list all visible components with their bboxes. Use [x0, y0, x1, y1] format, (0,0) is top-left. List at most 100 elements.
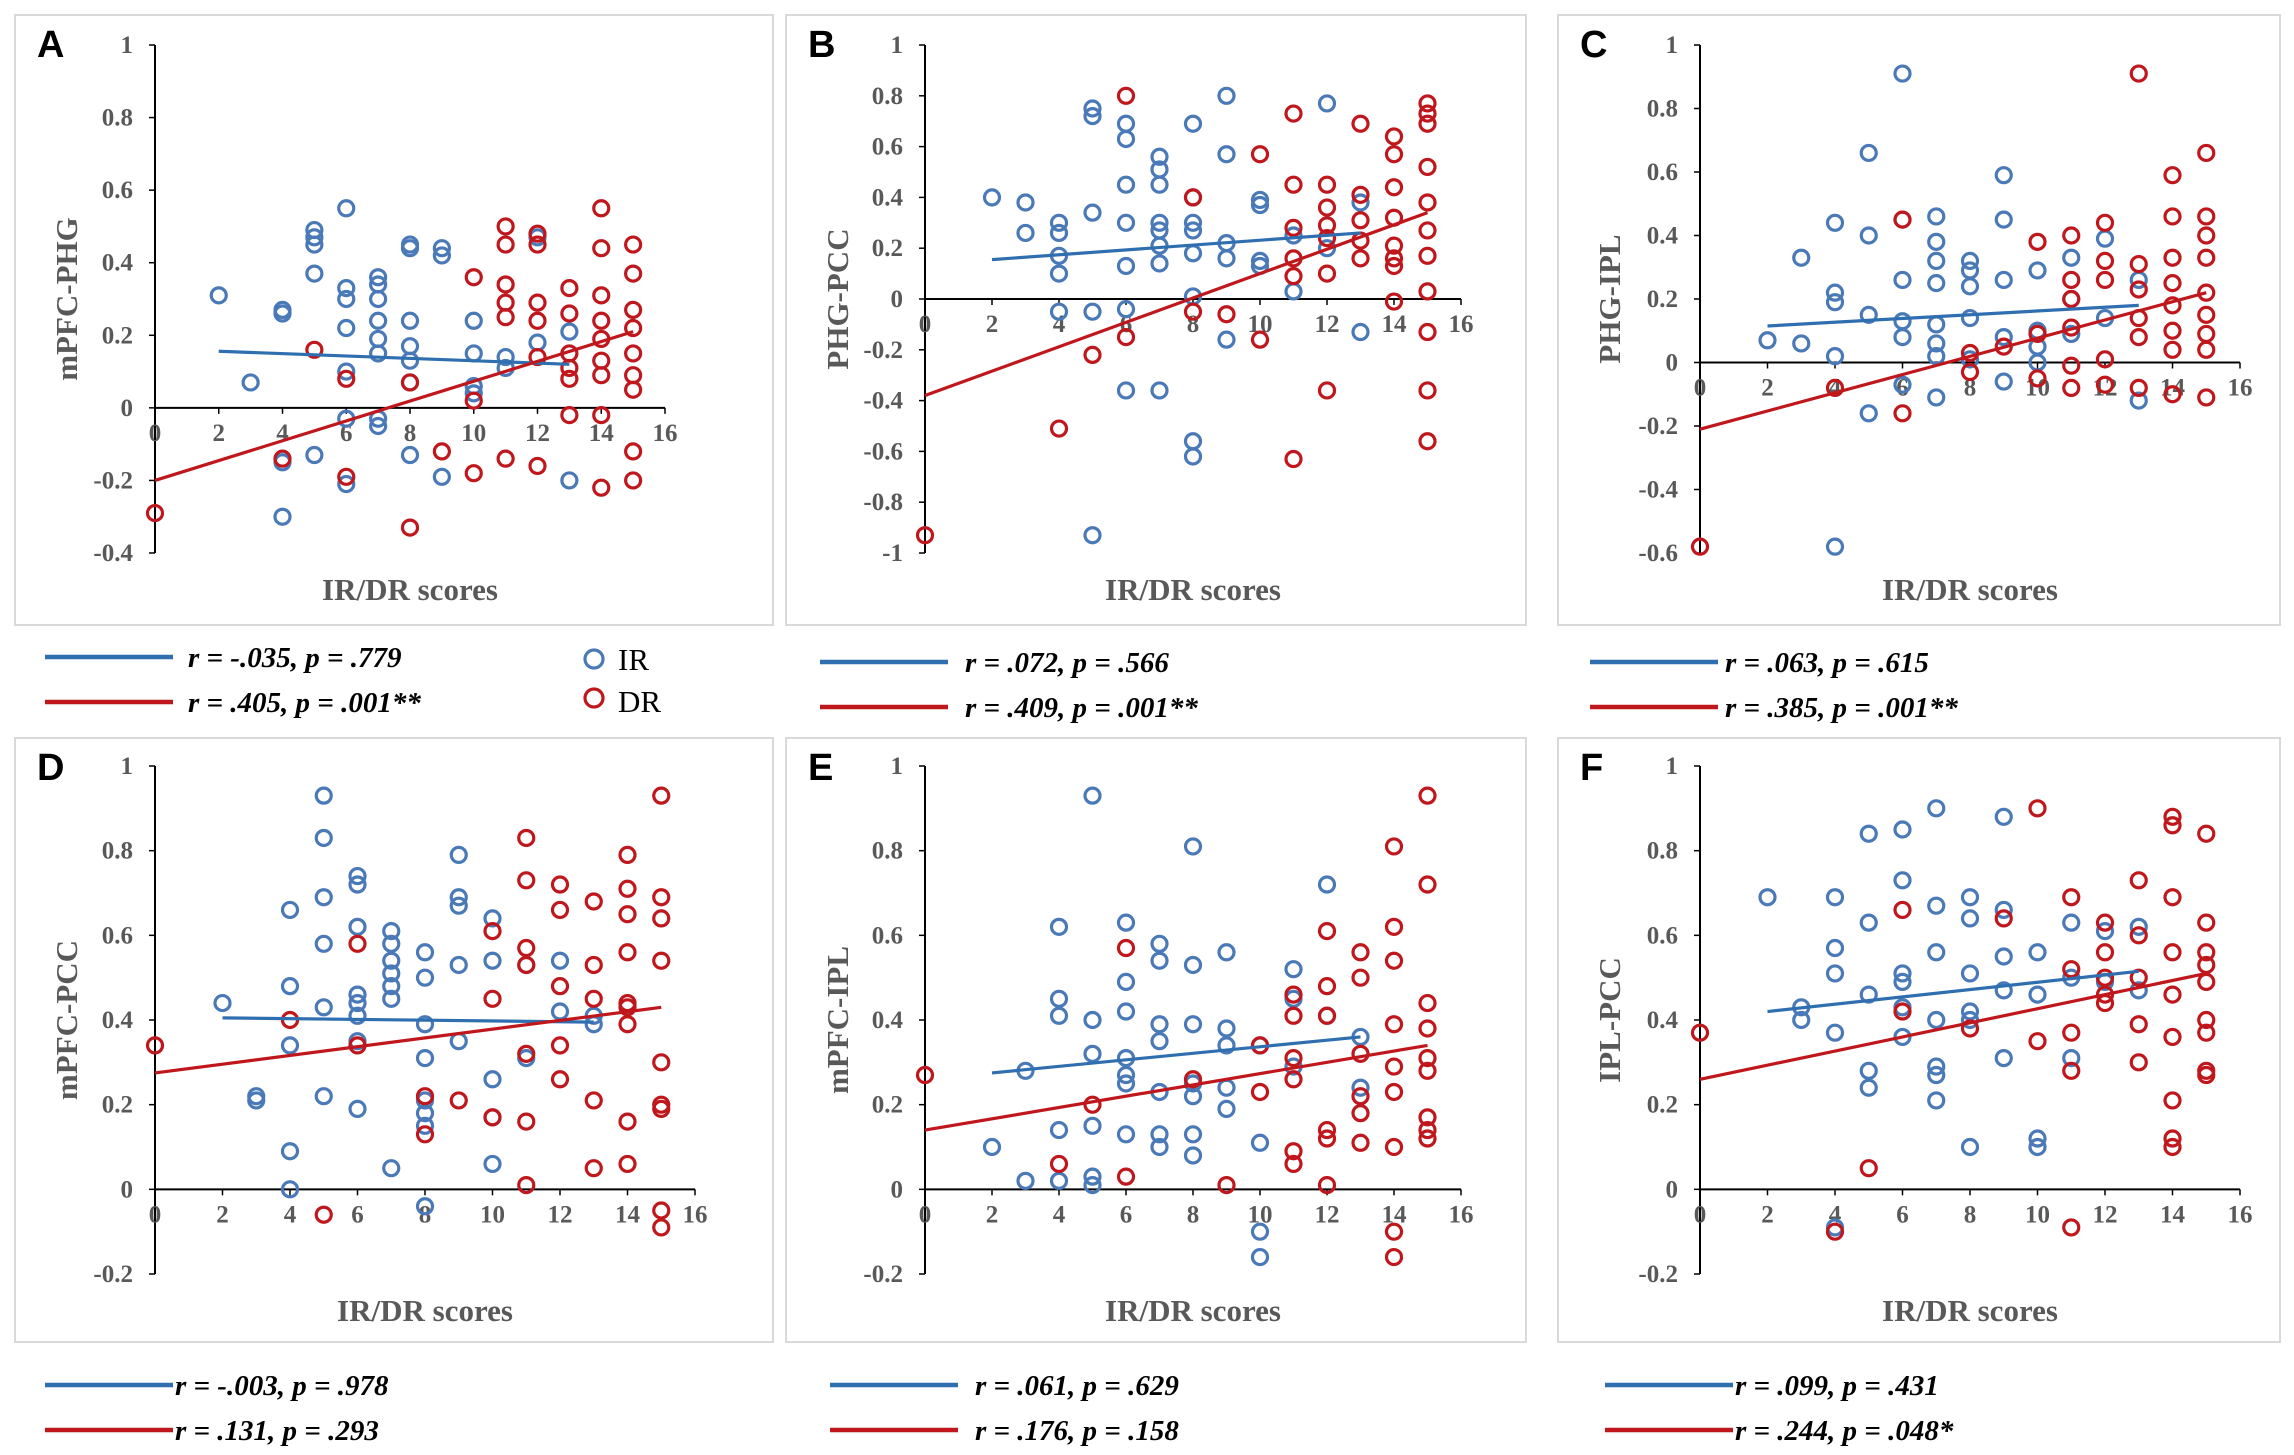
ir-point: [1150, 934, 1169, 953]
ir-point: [1217, 249, 1236, 268]
y-tick-label: 0.6: [1647, 922, 1678, 949]
dr-point: [1384, 951, 1404, 970]
x-tick-label: 12: [1315, 1201, 1340, 1228]
legend-dr-stat: r = .385, p = .001**: [1725, 692, 1958, 724]
ir-point: [1049, 223, 1069, 243]
ir-point: [449, 845, 468, 865]
dr-point: [560, 406, 579, 425]
ir-point: [1049, 264, 1069, 283]
dr-point: [1825, 378, 1845, 397]
ir-point: [400, 445, 420, 465]
dr-point: [400, 518, 420, 537]
ir-point: [1116, 300, 1136, 319]
dr-point: [1384, 145, 1404, 164]
ir-point: [1116, 913, 1136, 932]
dr-point: [2163, 1129, 2182, 1148]
dr-point: [517, 871, 536, 890]
ir-point: [415, 1048, 435, 1068]
dr-point: [624, 471, 643, 490]
ir-point: [1150, 1015, 1169, 1034]
x-tick-label: 14: [615, 1201, 641, 1228]
dr-point: [1690, 537, 1710, 556]
ir-point: [432, 246, 451, 265]
dr-point: [337, 369, 356, 388]
dr-point: [2062, 1023, 2081, 1042]
dr-point: [1418, 193, 1437, 212]
dr-point: [1418, 1129, 1437, 1148]
ir-point: [449, 888, 468, 907]
ir-point: [273, 304, 292, 323]
dr-point: [652, 888, 671, 907]
ir-point: [1150, 147, 1169, 166]
ir-point: [1150, 254, 1169, 273]
dr-point: [592, 286, 611, 305]
dr-point: [592, 311, 611, 330]
x-tick-label: 0: [149, 420, 162, 447]
x-tick-label: 16: [2228, 375, 2253, 402]
ir-point: [2028, 985, 2047, 1004]
ir-point: [1150, 175, 1169, 194]
series-ir: [213, 786, 603, 1216]
ir-point: [1083, 1167, 1102, 1186]
dr-point: [1317, 228, 1337, 248]
x-tick-label: 16: [1449, 311, 1474, 338]
dr-point: [2197, 913, 2216, 932]
legend-dr-stat: r = .405, p = .001**: [188, 687, 421, 719]
legend-f: r = .099, p = .431 r = .244, p = .048*: [1605, 1370, 1954, 1447]
ir-point: [314, 888, 333, 907]
dr-point: [2062, 960, 2081, 979]
x-tick-label: 14: [589, 420, 615, 447]
y-tick-label: -0.2: [93, 1261, 133, 1288]
dr-fit-line: [154, 330, 634, 482]
dr-point: [2163, 816, 2182, 835]
x-tick-label: 2: [1761, 375, 1774, 402]
dr-point: [2062, 356, 2081, 375]
y-tick-label: 0.4: [1647, 223, 1679, 250]
ir-point: [1083, 203, 1102, 222]
dr-point: [652, 1099, 671, 1119]
series-dr: [915, 86, 1437, 545]
ir-point: [1893, 871, 1912, 890]
ir-point: [1116, 1125, 1136, 1144]
legend-dr-symbol: [583, 687, 605, 709]
dr-point: [1351, 185, 1370, 204]
panel-letter: A: [37, 24, 64, 66]
y-tick-label: 1: [891, 32, 904, 59]
panel-e: E-0.200.20.40.60.810 2 4 6 8 10 12 14 16mPFC-IPL…: [785, 737, 1527, 1343]
ir-point: [1183, 221, 1203, 240]
dr-point: [1893, 900, 1912, 920]
ir-point: [1049, 917, 1069, 936]
y-tick-label: -0.2: [1638, 1261, 1678, 1288]
dr-point: [1317, 175, 1337, 194]
dr-point: [1418, 432, 1437, 451]
dr-point: [2062, 888, 2081, 907]
dr-point: [1250, 330, 1270, 349]
ir-point: [1927, 799, 1946, 818]
dr-point: [2095, 943, 2115, 962]
y-tick-label: 0.6: [102, 177, 133, 204]
ir-point: [1893, 964, 1912, 983]
dr-point: [1418, 381, 1437, 400]
ir-point: [1183, 1015, 1203, 1034]
dr-point: [464, 464, 483, 483]
ir-point: [483, 909, 502, 928]
dr-point: [1217, 1175, 1236, 1195]
ir-point: [483, 951, 502, 970]
ir-point: [348, 917, 367, 936]
dr-point: [1384, 292, 1404, 311]
dr-point: [1859, 1159, 1878, 1178]
dr-point: [1351, 968, 1370, 987]
x-tick-label: 8: [1964, 375, 1977, 402]
ir-point: [314, 786, 333, 805]
dr-point: [2129, 871, 2148, 890]
dr-point: [618, 879, 637, 898]
dr-point: [2095, 213, 2115, 232]
dr-point: [2129, 64, 2148, 83]
dr-point: [2197, 1010, 2216, 1030]
x-axis-label: IR/DR scores: [1882, 1293, 2058, 1328]
dr-point: [528, 293, 547, 312]
x-tick-label: 12: [2093, 1201, 2118, 1228]
ir-point: [1217, 330, 1236, 349]
x-tick-label: 12: [1315, 311, 1340, 338]
y-tick-label: 0.8: [102, 105, 133, 132]
